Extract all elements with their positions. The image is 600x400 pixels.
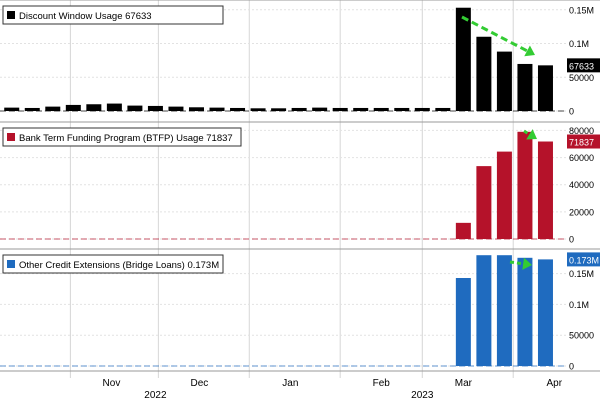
bar-0-7: [147, 105, 163, 111]
bar-0-15: [312, 107, 328, 111]
y-tick-label: 0: [569, 362, 574, 372]
bar-0-0: [4, 107, 20, 111]
legend-box-2: [2, 254, 224, 274]
bar-1-26: [537, 141, 553, 239]
y-tick-label: 60000: [569, 153, 594, 163]
bar-0-22: [455, 7, 471, 112]
x-year-label: 2022: [144, 390, 167, 400]
bar-0-14: [291, 107, 307, 111]
last-value-box-0: [567, 58, 600, 73]
trend-arrow-head-2: [522, 257, 532, 270]
trend-arrow-head-0: [524, 45, 535, 57]
y-tick-label: 0.1M: [569, 300, 589, 310]
legend-box-0: [2, 5, 224, 25]
bar-1-22: [455, 222, 471, 239]
y-tick-label: 40000: [569, 180, 594, 190]
legend-swatch-0: [7, 11, 15, 19]
bar-1-25: [517, 131, 533, 239]
trend-arrow-head-1: [526, 129, 537, 140]
x-tick-label: Dec: [191, 378, 209, 389]
trend-arrow-line-2: [509, 260, 524, 266]
x-tick-label: Mar: [455, 378, 473, 389]
bar-0-21: [435, 107, 451, 111]
bar-0-1: [24, 107, 40, 111]
bar-2-25: [517, 257, 533, 366]
y-tick-label: 50000: [569, 73, 594, 83]
last-value-box-2: [567, 252, 600, 267]
legend-label-1: Bank Term Funding Program (BTFP) Usage 7…: [19, 133, 233, 144]
bar-2-22: [455, 278, 471, 366]
bar-0-12: [250, 108, 266, 111]
bar-0-26: [537, 65, 553, 111]
bar-2-23: [476, 255, 492, 366]
bar-0-17: [353, 107, 369, 111]
x-tick-label: Feb: [373, 378, 391, 389]
bar-0-6: [127, 105, 143, 111]
bar-1-24: [496, 151, 512, 239]
x-year-label: 2023: [411, 390, 434, 400]
bar-0-19: [394, 107, 410, 111]
legend-box-1: [2, 127, 242, 147]
y-tick-label: 20000: [569, 207, 594, 217]
x-tick-label: Apr: [546, 378, 562, 389]
last-value-label-1: 71837: [569, 138, 594, 148]
y-tick-label: 0.1M: [569, 39, 589, 49]
last-value-box-1: [567, 134, 600, 149]
bar-0-20: [414, 107, 430, 111]
bar-0-25: [517, 63, 533, 111]
last-value-label-0: 67633: [569, 61, 594, 71]
bar-0-23: [476, 36, 492, 111]
trend-arrow-line-0: [461, 15, 528, 53]
bar-0-16: [332, 107, 348, 111]
bar-2-26: [537, 259, 553, 366]
x-tick-label: Nov: [103, 378, 121, 389]
bar-0-9: [188, 107, 204, 111]
y-tick-label: 50000: [569, 331, 594, 341]
bar-0-24: [496, 51, 512, 111]
bar-0-8: [168, 106, 184, 111]
legend-swatch-2: [7, 260, 15, 268]
last-value-label-2: 0.173M: [569, 255, 599, 265]
trend-arrow-line-1: [523, 129, 531, 136]
bar-0-13: [271, 108, 287, 111]
y-tick-label: 0: [569, 235, 574, 245]
y-tick-label: 0.15M: [569, 269, 594, 279]
x-tick-label: Jan: [282, 378, 298, 389]
legend-label-0: Discount Window Usage 67633: [19, 11, 152, 22]
bar-2-24: [496, 255, 512, 366]
bar-0-4: [86, 104, 102, 111]
bar-0-11: [230, 107, 246, 111]
legend-label-2: Other Credit Extensions (Bridge Loans) 0…: [19, 260, 219, 271]
bar-0-5: [106, 103, 122, 111]
bar-0-2: [45, 106, 61, 111]
bar-0-3: [65, 104, 81, 111]
y-tick-label: 0: [569, 107, 574, 117]
bar-1-23: [476, 166, 492, 239]
legend-swatch-1: [7, 133, 15, 141]
y-tick-label: 0.15M: [569, 5, 594, 15]
bar-0-18: [373, 107, 389, 111]
y-tick-label: 80000: [569, 126, 594, 136]
bar-0-10: [209, 107, 225, 111]
